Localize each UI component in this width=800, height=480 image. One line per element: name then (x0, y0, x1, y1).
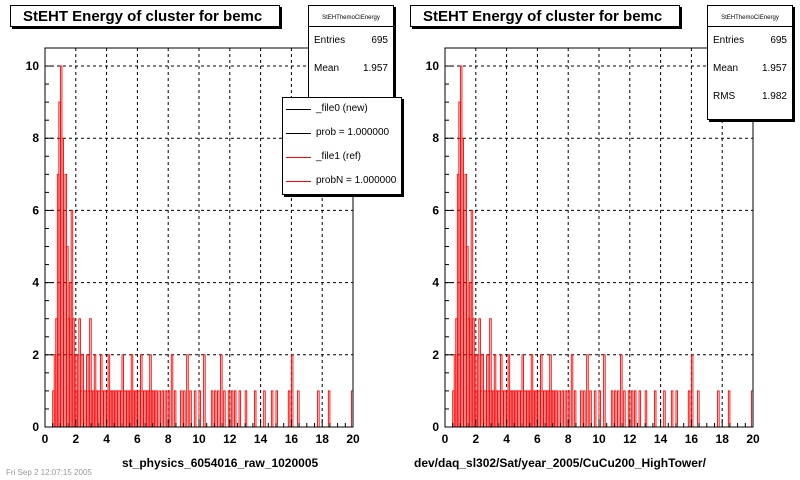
right-stat-rms: RMS 1.982 (708, 83, 792, 111)
left-stat-mean: Mean 1.957 (309, 55, 393, 83)
left-y-tick-label: 6 (32, 203, 39, 217)
left-stats-title: StEHThemoCIEnergy (309, 6, 393, 27)
legend-label: _file0 (new) (316, 103, 368, 114)
legend-line-marker (286, 181, 311, 182)
left-y-tick-label: 8 (32, 131, 39, 145)
legend-label: prob = 1.000000 (316, 127, 390, 138)
right-x-tick-label: 18 (716, 432, 730, 446)
right-x-tick-label: 8 (565, 432, 572, 446)
left-histogram-pad: 0 2 4 6 8 10 12 14 16 18 20 0 2 4 6 8 10 StEHT Energy of… (10, 5, 402, 470)
left-x-axis-label: st_physics_6054016_raw_1020005 (122, 456, 319, 470)
left-x-tick-label: 2 (72, 432, 79, 446)
legend-box: _file0 (new) prob = 1.000000 _file1 (ref… (282, 97, 402, 195)
left-x-tick-label: 8 (165, 432, 172, 446)
right-histogram-plot: 0 2 4 6 8 10 12 14 16 18 20 0 2 4 6 8 10 (426, 47, 760, 446)
footer-timestamp: Fri Sep 2 12:07:15 2005 (6, 468, 92, 477)
right-x-tick-label: 6 (534, 432, 541, 446)
right-x-tick-label: 2 (472, 432, 479, 446)
left-y-tick-label: 10 (26, 59, 40, 73)
right-x-tick-label: 20 (746, 432, 760, 446)
right-stat-entries-value: 695 (770, 35, 787, 46)
right-stat-mean: Mean 1.957 (708, 55, 792, 83)
right-y-tick-label: 4 (432, 276, 439, 290)
right-x-axis-label: dev/daq_sl302/Sat/year_2005/CuCu200_High… (414, 456, 706, 470)
left-x-tick-label: 18 (316, 432, 330, 446)
legend-line-marker (286, 157, 311, 158)
legend-label: _file1 (ref) (316, 151, 362, 162)
right-x-tick-label: 4 (503, 432, 510, 446)
left-stat-entries-label: Entries (314, 35, 346, 46)
right-y-tick-label: 2 (432, 348, 439, 362)
right-x-tick-label: 0 (442, 432, 449, 446)
right-stat-mean-value: 1.957 (761, 63, 787, 74)
left-stat-mean-label: Mean (314, 63, 340, 74)
left-x-tick-label: 16 (285, 432, 299, 446)
legend-label: probN = 1.000000 (316, 175, 397, 186)
legend-line-marker (286, 133, 311, 134)
left-x-tick-label: 0 (42, 432, 49, 446)
left-x-tick-label: 12 (223, 432, 237, 446)
right-histogram-pad: 0 2 4 6 8 10 12 14 16 18 20 0 2 4 6 8 10 StEHT Energy of… (400, 0, 800, 480)
right-y-tick-label: 6 (432, 203, 439, 217)
right-plot-area (445, 48, 753, 427)
right-histogram-title: StEHT Energy of cluster for bemc (410, 5, 680, 27)
left-y-tick-label: 2 (32, 348, 39, 362)
right-x-tick-label: 12 (623, 432, 637, 446)
right-stats-title: StEHThemoCIEnergy (708, 6, 792, 27)
right-stat-entries-label: Entries (713, 35, 745, 46)
left-y-tick-label: 0 (32, 420, 39, 434)
right-stat-entries: Entries 695 (708, 27, 792, 55)
left-x-tick-label: 14 (254, 432, 268, 446)
left-x-tick-label: 20 (346, 432, 360, 446)
right-stat-rms-label: RMS (713, 91, 736, 102)
left-y-tick-label: 4 (32, 276, 39, 290)
left-histogram-title: StEHT Energy of cluster for bemc (10, 5, 280, 27)
right-x-tick-label: 16 (685, 432, 699, 446)
right-stats-box: StEHThemoCIEnergy Entries 695 Mean 1.957… (707, 5, 793, 120)
left-stat-entries: Entries 695 (309, 27, 393, 55)
right-y-tick-label: 10 (426, 59, 440, 73)
right-y-tick-label: 0 (432, 420, 439, 434)
right-stat-mean-label: Mean (713, 63, 739, 74)
right-stat-rms-value: 1.982 (761, 91, 787, 102)
left-x-tick-label: 4 (103, 432, 110, 446)
left-stat-entries-value: 695 (371, 35, 388, 46)
left-x-tick-label: 10 (192, 432, 206, 446)
right-x-tick-label: 14 (654, 432, 668, 446)
right-x-tick-label: 10 (592, 432, 606, 446)
left-x-tick-label: 6 (134, 432, 141, 446)
right-y-tick-label: 8 (432, 131, 439, 145)
left-stat-mean-value: 1.957 (362, 63, 388, 74)
legend-line-marker (286, 109, 311, 110)
